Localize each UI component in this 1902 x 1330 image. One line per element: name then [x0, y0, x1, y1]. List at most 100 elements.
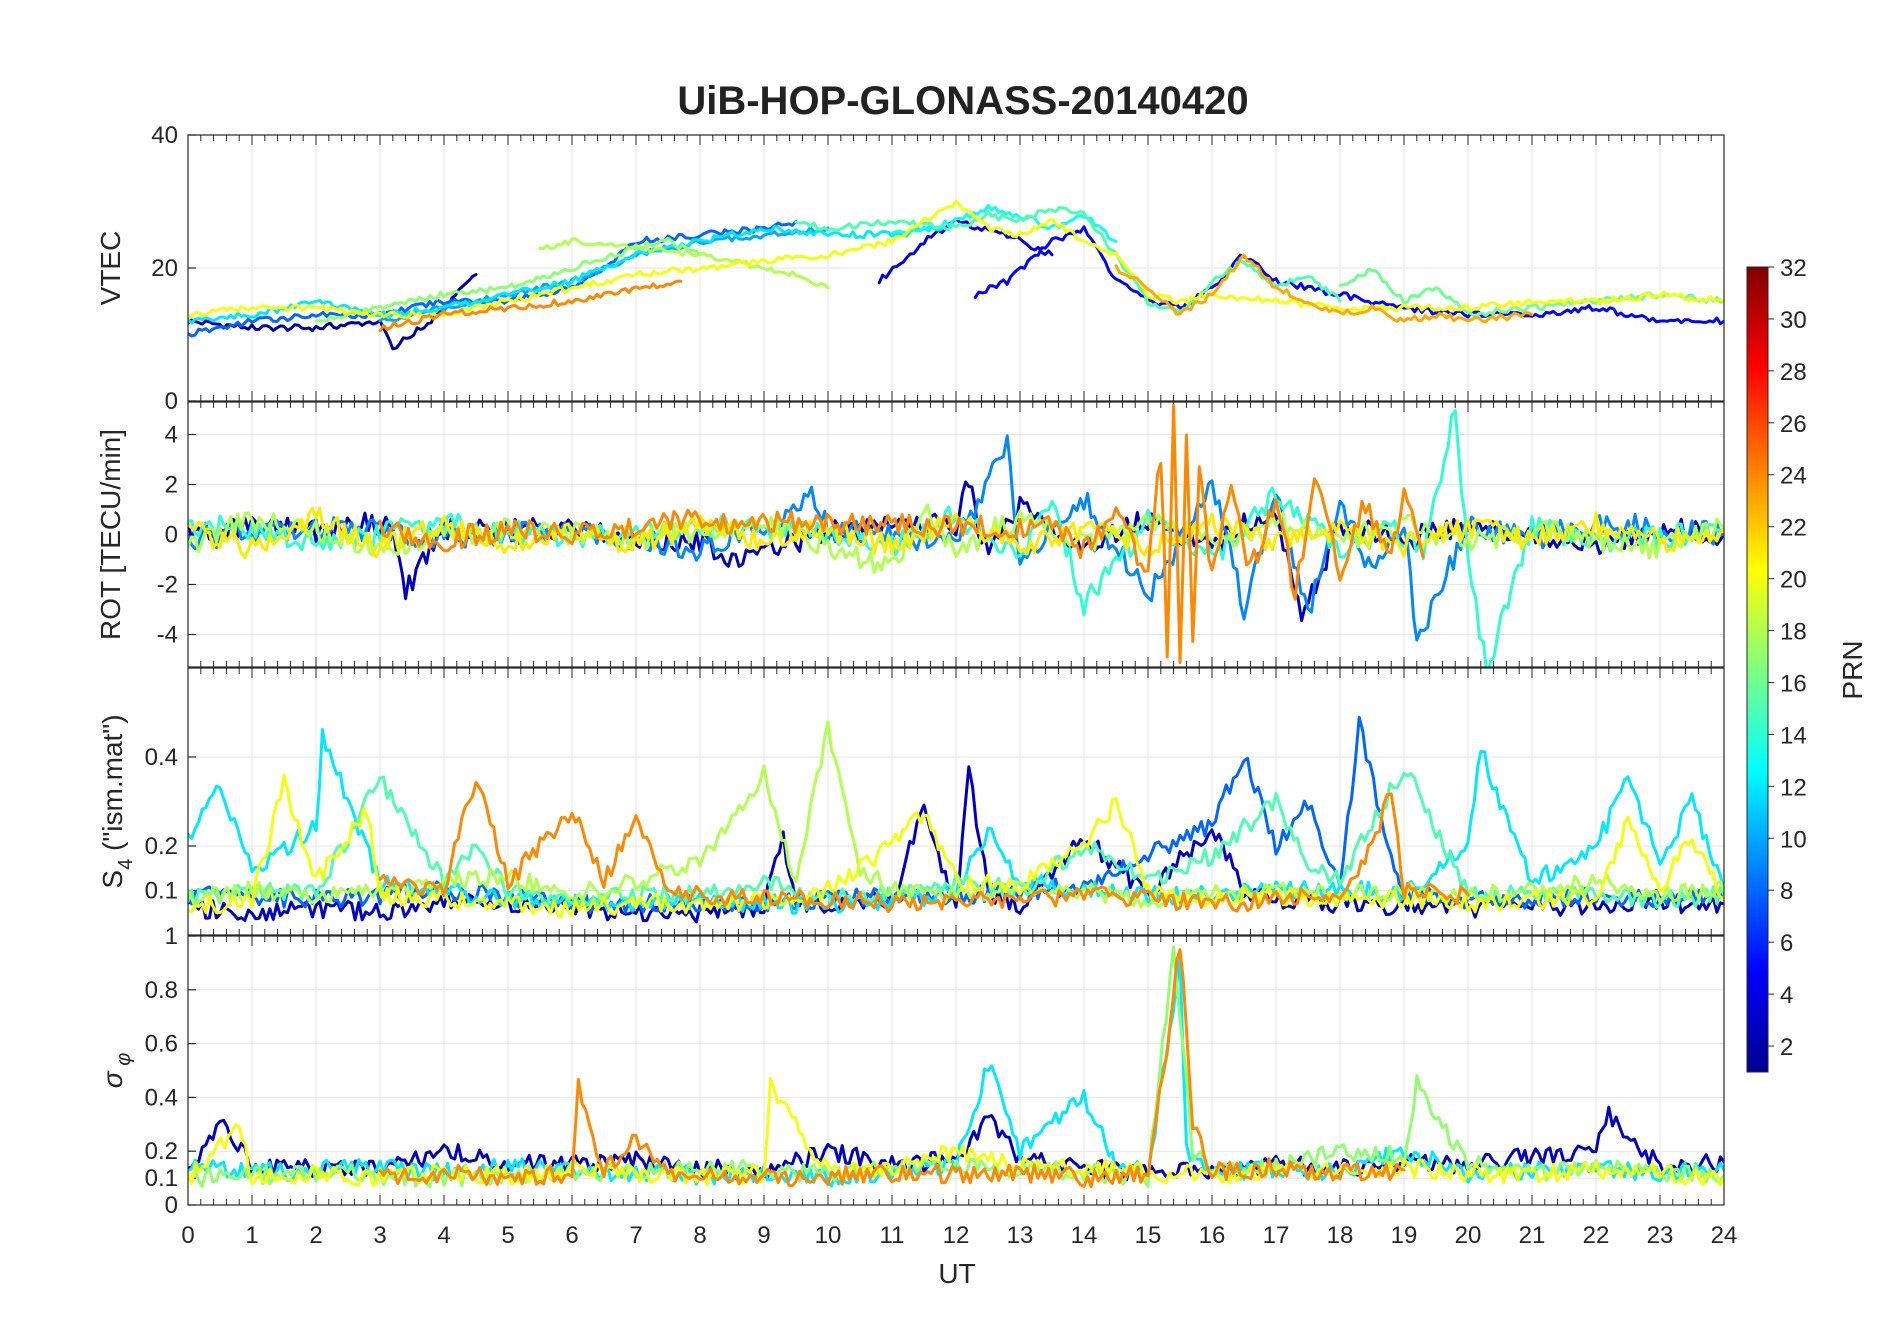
- series-prn-24: [378, 403, 1425, 664]
- series-prn-23: [1114, 253, 1534, 324]
- series-prn-8: [188, 219, 798, 338]
- plot-frame: [187, 401, 1725, 668]
- y-tick-label: 0: [165, 522, 178, 549]
- x-tick-label: 23: [1647, 1222, 1674, 1249]
- y-tick-label: 0.4: [145, 1084, 178, 1111]
- x-tick-label: 10: [815, 1222, 842, 1249]
- y-tick-label: 0.8: [145, 977, 178, 1004]
- y-tick-label: 4: [165, 422, 178, 449]
- colorbar-tick-label: 4: [1780, 982, 1793, 1009]
- chart-title: UiB-HOP-GLONASS-20140420: [677, 79, 1248, 123]
- series-prn-24: [378, 948, 1406, 1189]
- x-tick-label: 24: [1711, 1222, 1738, 1249]
- plot-frame: [187, 935, 1725, 1206]
- colorbar-tick-label: 22: [1780, 515, 1807, 542]
- y-axis-label: VTEC: [95, 231, 126, 306]
- series-prn-5: [973, 225, 1724, 326]
- series-prn-21: [188, 506, 1724, 560]
- x-tick-label: 9: [757, 1222, 770, 1249]
- x-tick-label: 16: [1199, 1222, 1226, 1249]
- plot-frame: [187, 667, 1725, 936]
- x-tick-label: 3: [373, 1222, 386, 1249]
- colorbar-tick-label: 8: [1780, 878, 1793, 905]
- x-tick-label: 4: [437, 1222, 450, 1249]
- series-group-vtec: [188, 199, 1724, 351]
- colorbar-tick-label: 2: [1780, 1034, 1793, 1061]
- y-tick-label: -4: [157, 622, 178, 649]
- x-axis-label: UT: [938, 1258, 975, 1289]
- series-prn-10: [378, 226, 830, 323]
- colorbar-tick-label: 32: [1780, 255, 1807, 282]
- y-tick-label: 0.1: [145, 1165, 178, 1192]
- x-tick-label: 5: [501, 1222, 514, 1249]
- y-label-part: S: [97, 870, 128, 889]
- y-label-subscript: φ: [113, 1053, 135, 1072]
- y-tick-label: 0.1: [145, 878, 178, 905]
- series-prn-24: [378, 279, 683, 333]
- x-tick-label: 2: [309, 1222, 322, 1249]
- y-tick-label: 0: [165, 1192, 178, 1219]
- y-tick-label: 0.2: [145, 833, 178, 860]
- series-prn-18: [538, 237, 830, 290]
- series-group-s4: [188, 715, 1724, 924]
- series-prn-20: [188, 199, 1724, 319]
- colorbar-gradient: [1746, 266, 1769, 1073]
- series-prn-15: [794, 206, 1342, 314]
- series-prn-4: [877, 217, 1054, 285]
- x-tick-label: 15: [1135, 1222, 1162, 1249]
- y-axis-label: S4 ("ism.mat"): [97, 714, 137, 888]
- series-prn-12: [188, 225, 945, 325]
- panel-vtec: 0 20 40 VTEC: [95, 122, 1725, 415]
- y-tick-label: -2: [157, 572, 178, 599]
- panel-rot: -4 -2 0 2 4 ROT [TECU/min]: [95, 401, 1725, 668]
- x-tick-label: 20: [1455, 1222, 1482, 1249]
- series-prn-13: [890, 204, 1118, 243]
- series-prn-17: [314, 236, 702, 323]
- colorbar-tick-label: 18: [1780, 619, 1807, 646]
- colorbar-tick-label: 6: [1780, 930, 1793, 957]
- y-tick-label: 2: [165, 472, 178, 499]
- series-group-rot: [188, 403, 1724, 667]
- x-tick-label: 6: [565, 1222, 578, 1249]
- series-group-sigma: [188, 945, 1724, 1189]
- y-axis-label: σ φ: [97, 1053, 135, 1089]
- x-tick-label: 13: [1007, 1222, 1034, 1249]
- x-tick-label: 11: [880, 1222, 905, 1249]
- y-tick-label: 40: [151, 122, 178, 149]
- y-tick-label: 0.4: [145, 744, 178, 771]
- x-tick-labels: 0 1 2 3 4 5 6 7 8 9 10 11 12 13 14 15 16 17 18 19 20 21 22 23 24: [181, 1222, 1737, 1249]
- y-label-part: ("ism.mat"): [97, 714, 128, 858]
- panel-s4: 0.1 0.2 0.4 S4 ("ism.mat"): [97, 667, 1725, 936]
- x-tick-label: 7: [629, 1222, 642, 1249]
- series-prn-9: [188, 434, 1724, 642]
- colorbar-tick-label: 24: [1780, 463, 1807, 490]
- series-prn-18: [188, 503, 1724, 574]
- colorbar-tick-label: 30: [1780, 307, 1807, 334]
- x-tick-label: 19: [1391, 1222, 1418, 1249]
- colorbar-tick-label: 28: [1780, 359, 1807, 386]
- y-tick-label: 0.2: [145, 1138, 178, 1165]
- x-tick-label: 12: [943, 1222, 970, 1249]
- colorbar-tick-label: 26: [1780, 411, 1807, 438]
- y-tick-label: 20: [151, 255, 178, 282]
- series-prn-24: [378, 781, 1470, 914]
- x-tick-label: 17: [1263, 1222, 1290, 1249]
- x-tick-label: 8: [693, 1222, 706, 1249]
- plot-frame: [187, 134, 1725, 402]
- y-tick-label: 1: [165, 923, 178, 950]
- x-tick-label: 18: [1327, 1222, 1354, 1249]
- y-axis-label: ROT [TECU/min]: [95, 429, 126, 640]
- colorbar-tick-label: 14: [1780, 722, 1807, 749]
- y-tick-label: 0.6: [145, 1031, 178, 1058]
- colorbar-tick-label: 10: [1780, 826, 1807, 853]
- series-prn-17: [188, 945, 1724, 1189]
- x-tick-label: 21: [1519, 1222, 1546, 1249]
- x-tick-label: 0: [181, 1222, 194, 1249]
- x-tick-label: 22: [1583, 1222, 1610, 1249]
- x-tick-label: 1: [245, 1222, 258, 1249]
- series-prn-20: [188, 1077, 1724, 1187]
